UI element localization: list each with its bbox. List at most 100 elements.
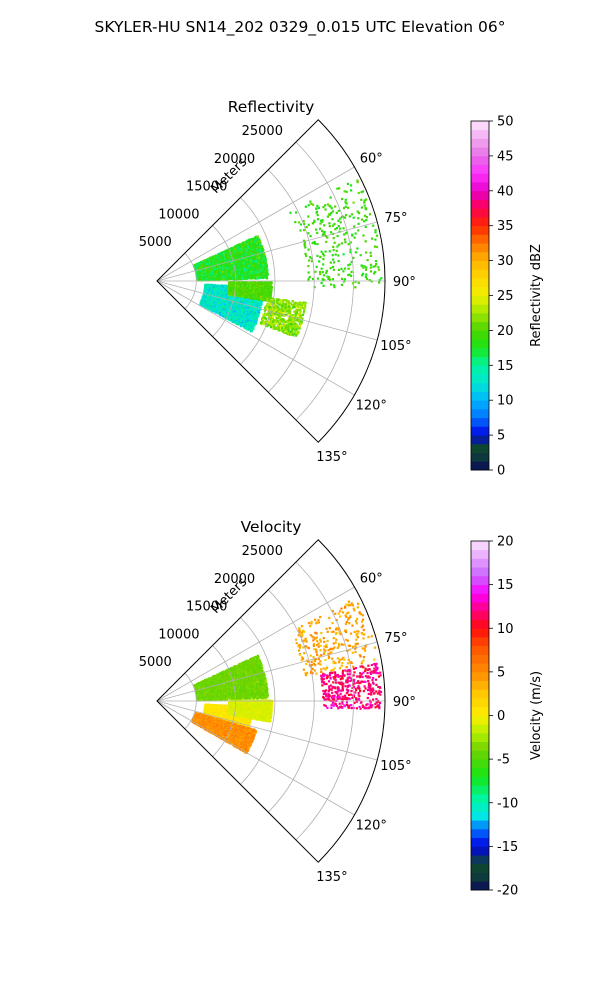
echo-gate: [240, 300, 243, 303]
echo-gate: [242, 301, 245, 304]
echo-gate: [260, 276, 263, 279]
echo-gate: [225, 257, 228, 260]
echo-gate: [247, 247, 250, 250]
echo-gate: [253, 260, 257, 263]
echo-gate: [246, 257, 249, 260]
echo-gate: [254, 237, 257, 240]
echo-gate: [219, 311, 222, 315]
echo-gate: [247, 245, 250, 248]
echo-gate: [239, 311, 242, 314]
echo-gate: [254, 277, 257, 280]
echo-gate: [260, 303, 263, 306]
echo-gate: [259, 242, 262, 245]
echo-gate: [255, 252, 258, 255]
echo-gate: [254, 243, 257, 246]
echo-gate: [198, 279, 201, 282]
echo-gate: [227, 309, 230, 312]
echo-gate: [232, 307, 235, 310]
echo-gate: [247, 260, 250, 263]
echo-gate: [264, 258, 267, 261]
echo-gate: [218, 252, 221, 255]
echo-gate: [254, 248, 257, 251]
echo-gate: [231, 311, 234, 314]
echo-gate: [240, 313, 243, 317]
echo-gate: [226, 249, 229, 252]
echo-gate: [234, 254, 237, 257]
echo-gate: [208, 308, 211, 311]
echo-gate: [229, 276, 232, 279]
echo-gate: [233, 258, 236, 261]
echo-gate: [252, 253, 255, 256]
echo-gate: [248, 305, 251, 308]
echo-gate: [244, 243, 247, 246]
echo-gate: [243, 267, 246, 270]
echo-gate: [258, 246, 262, 249]
echo-gate: [262, 267, 265, 270]
echo-gate: [235, 320, 238, 323]
echo-gate: [231, 254, 235, 257]
echo-gate: [240, 276, 243, 279]
echo-gate: [228, 269, 231, 272]
echo-gate: [224, 254, 227, 257]
echo-gate: [257, 241, 260, 244]
echo-gate: [251, 238, 254, 241]
echo-gate: [244, 307, 247, 310]
echo-gate: [213, 299, 216, 302]
echo-gate: [257, 268, 260, 271]
echo-gate: [236, 244, 239, 247]
echo-gate: [222, 313, 225, 316]
echo-gate: [236, 303, 239, 306]
echo-gate: [223, 302, 226, 305]
echo-gate: [247, 250, 250, 253]
echo-gate: [246, 273, 249, 276]
echo-field: [193, 179, 383, 337]
echo-gate: [245, 277, 249, 280]
echo-gate: [236, 312, 239, 315]
echo-gate: [244, 247, 247, 250]
echo-gate: [228, 311, 231, 314]
echo-gate: [212, 310, 215, 313]
echo-gate: [244, 314, 247, 317]
echo-gate: [207, 279, 210, 282]
echo-gate: [265, 263, 268, 266]
echo-gate: [216, 256, 219, 259]
echo-gate: [255, 260, 258, 263]
echo-gate: [233, 272, 236, 275]
echo-gate: [231, 318, 234, 321]
echo-gate: [244, 312, 248, 315]
echo-gate: [265, 276, 268, 279]
echo-gate: [217, 306, 220, 309]
echo-gate: [264, 257, 267, 260]
echo-gate: [257, 275, 260, 278]
echo-gate: [211, 273, 214, 276]
echo-gate: [221, 278, 224, 281]
echo-gate: [252, 239, 255, 242]
echo-gate: [242, 251, 245, 254]
echo-gate: [236, 272, 239, 275]
echo-gate: [263, 253, 266, 256]
echo-gate: [234, 266, 237, 269]
echo-gate: [244, 275, 247, 278]
echo-gate: [248, 261, 251, 264]
echo-gate: [242, 277, 245, 280]
echo-gate: [240, 319, 244, 322]
echo-gate: [237, 265, 240, 268]
echo-gate: [231, 262, 234, 265]
echo-gate: [261, 276, 264, 280]
echo-gate: [255, 254, 258, 257]
echo-gate: [209, 278, 212, 281]
echo-gate: [238, 318, 241, 321]
echo-gate: [240, 257, 243, 260]
echo-gate: [224, 299, 227, 302]
echo-gate: [249, 249, 252, 252]
echo-gate: [259, 259, 262, 262]
echo-gate: [250, 272, 253, 275]
echo-gate: [227, 249, 230, 252]
echo-gate: [258, 256, 261, 259]
echo-gate: [259, 266, 262, 269]
echo-gate: [242, 267, 245, 270]
echo-gate: [241, 256, 244, 259]
echo-gate: [260, 269, 263, 272]
echo-gate: [233, 298, 237, 301]
echo-gate: [226, 259, 229, 262]
